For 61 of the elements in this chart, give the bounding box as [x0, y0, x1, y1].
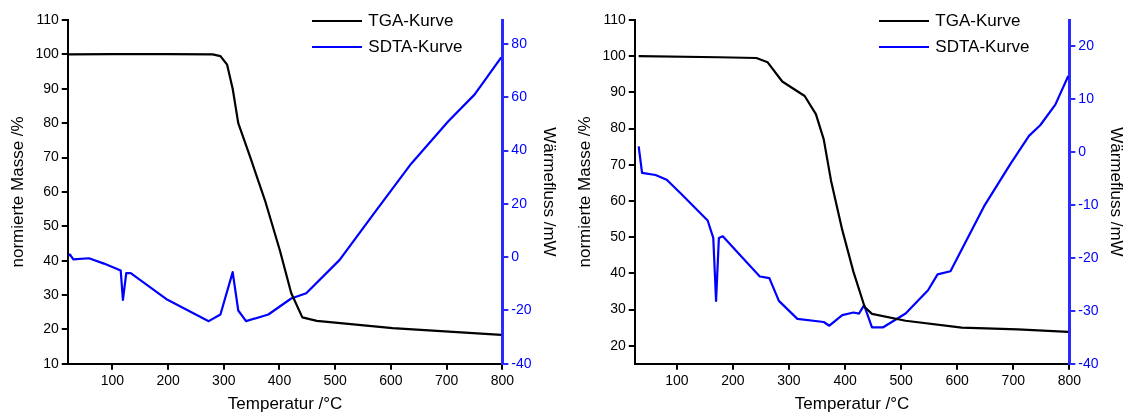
- legend-label: TGA-Kurve: [935, 10, 1021, 32]
- y-tick-label: 60: [43, 182, 59, 199]
- x-tick-label: 400: [267, 372, 292, 389]
- x-tick-label: 600: [945, 372, 970, 389]
- x-axis-title: Temperatur /°C: [794, 394, 910, 414]
- y2-tick-label: -20: [511, 301, 532, 318]
- x-tick-label: 600: [379, 372, 403, 389]
- x-tick-label: 700: [434, 372, 459, 389]
- y2-tick-label: 40: [511, 141, 528, 158]
- y-tick-label: 110: [603, 10, 626, 27]
- y2-tick-label: 20: [511, 194, 528, 211]
- y2-tick-label: 20: [1078, 37, 1095, 54]
- y-tick-label: 100: [35, 45, 59, 62]
- x-tick-label: 800: [1057, 372, 1082, 389]
- y-tick-label: 20: [43, 320, 59, 337]
- y-tick-label: 80: [43, 114, 59, 130]
- y-tick-label: 90: [610, 83, 626, 100]
- y2-axis-title: Wärmefluss /mW: [540, 127, 560, 257]
- x-tick-label: 100: [665, 372, 689, 389]
- x-tick-label: 500: [323, 372, 348, 389]
- y-tick-label: 80: [610, 119, 626, 136]
- y-tick-label: 70: [610, 155, 626, 172]
- y-tick-label: 70: [43, 148, 59, 165]
- y2-tick-label: -40: [511, 354, 532, 371]
- y2-tick-label: 10: [1078, 90, 1095, 107]
- x-tick-label: 100: [100, 372, 125, 389]
- y2-axis-title: Wärmefluss /mW: [1107, 127, 1127, 257]
- y2-tick-label: -10: [1078, 195, 1099, 212]
- x-tick-label: 300: [212, 372, 236, 389]
- y-tick-label: 30: [43, 285, 59, 302]
- legend-label: SDTA-Kurve: [368, 36, 463, 58]
- y-tick-label: 20: [610, 336, 626, 353]
- y-tick-label: 50: [43, 217, 59, 234]
- x-tick-label: 200: [156, 372, 180, 389]
- x-tick-label: 500: [889, 372, 914, 389]
- y2-tick-label: 60: [511, 88, 528, 105]
- legend-label: TGA-Kurve: [368, 10, 454, 32]
- y2-tick-label: -40: [1078, 354, 1099, 371]
- y-tick-label: 40: [610, 264, 626, 281]
- y-tick-label: 40: [43, 251, 59, 268]
- x-tick-label: 400: [833, 372, 857, 389]
- y2-tick-label: 0: [511, 248, 520, 265]
- y-tick-label: 60: [610, 191, 626, 208]
- legend-label: SDTA-Kurve: [935, 36, 1030, 58]
- y2-tick-label: 80: [511, 34, 528, 51]
- x-tick-label: 700: [1001, 372, 1026, 389]
- y-tick-label: 100: [602, 47, 626, 64]
- x-tick-label: 200: [721, 372, 745, 389]
- y-tick-label: 10: [43, 354, 59, 371]
- x-axis-title: Temperatur /°C: [227, 394, 343, 414]
- x-tick-label: 300: [777, 372, 801, 389]
- y-axis-title: normierte Masse /%: [7, 116, 27, 268]
- y2-tick-label: -30: [1078, 301, 1099, 318]
- y2-tick-label: -20: [1078, 248, 1099, 265]
- y2-tick-label: 0: [1078, 143, 1087, 160]
- x-tick-label: 800: [490, 372, 515, 389]
- y-tick-label: 30: [610, 300, 626, 317]
- y-tick-label: 90: [43, 79, 59, 96]
- y-axis-title: normierte Masse /%: [574, 116, 594, 268]
- y-tick-label: 50: [610, 228, 626, 244]
- y-tick-label: 110: [36, 10, 59, 27]
